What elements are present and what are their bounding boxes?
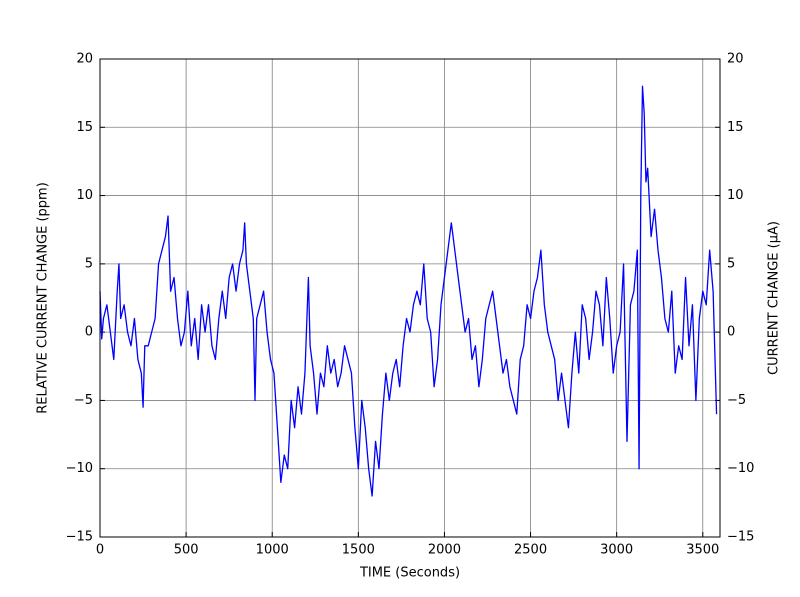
y2-tick-label: 20: [727, 52, 744, 67]
y-tick-label: 20: [76, 52, 93, 67]
x-tick-label: 3000: [600, 543, 633, 558]
y-tick-label: 15: [76, 120, 93, 135]
y2-tick-label: −5: [727, 393, 746, 408]
y2-tick-label: 10: [727, 188, 744, 203]
y2-tick-label: 15: [727, 120, 744, 135]
y-axis-label: RELATIVE CURRENT CHANGE (ppm): [36, 182, 51, 414]
x-tick-label: 3500: [686, 543, 719, 558]
y2-tick-label: −10: [727, 461, 754, 476]
y2-tick-label: −15: [727, 530, 754, 545]
y-tick-label: −5: [74, 393, 93, 408]
y-tick-label: −15: [66, 530, 93, 545]
x-tick-label: 2500: [514, 543, 547, 558]
y2-tick-label: 5: [727, 256, 735, 271]
y2-tick-label: 0: [727, 325, 735, 340]
plot-frame: [99, 58, 721, 538]
x-tick-label: 1500: [342, 543, 375, 558]
y-tick-label: −10: [66, 461, 93, 476]
x-axis-label: TIME (Seconds): [359, 566, 460, 581]
x-tick-label: 1000: [256, 543, 289, 558]
y-tick-label: 0: [85, 325, 93, 340]
y2-axis-label: CURRENT CHANGE (µA): [767, 221, 782, 375]
x-tick-label: 0: [96, 543, 104, 558]
y-tick-label: 5: [85, 256, 93, 271]
data-line: [99, 85, 718, 497]
x-tick-label: 2000: [428, 543, 461, 558]
x-tick-label: 500: [174, 543, 199, 558]
y-tick-label: 10: [76, 188, 93, 203]
